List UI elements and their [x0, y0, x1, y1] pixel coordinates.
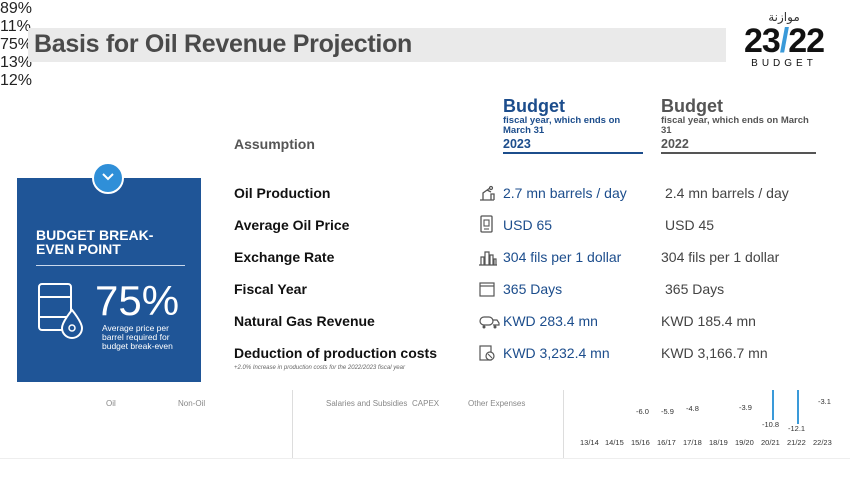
divider	[563, 390, 564, 458]
chart-value-label: -3.9	[739, 403, 752, 412]
column-subheading: fiscal year, which ends on March 31	[661, 115, 809, 136]
row-label-deduction-production-costs: Deduction of production costs	[234, 345, 437, 361]
strip-percent-oil: 89%	[0, 0, 33, 17]
chart-value-label: -10.8	[762, 420, 780, 429]
buildings-icon	[478, 248, 497, 266]
value-2023-oil-production: 2.7 mn barrels / day	[503, 185, 627, 201]
divider	[292, 390, 293, 458]
chart-year-label: 22/23	[813, 438, 832, 447]
footnote: +2.0% Increase in production costs for t…	[234, 365, 405, 371]
logo-arabic-text: موازنة	[768, 10, 800, 24]
breakeven-box	[17, 178, 201, 382]
value-2023-fiscal-year: 365 Days	[503, 281, 563, 297]
column-year: 2023	[503, 137, 643, 154]
column-subheading: fiscal year, which ends on March 31	[503, 115, 621, 136]
assumption-header: Assumption	[234, 136, 315, 152]
value-2023-natural-gas-revenue: KWD 283.4 mn	[503, 313, 598, 329]
value-2023-average-oil-price: USD 65	[503, 217, 553, 233]
strip-label-salaries: Salaries and Subsidies	[326, 399, 408, 408]
chevron-down-icon[interactable]	[92, 162, 124, 194]
strip-label-other-expenses: Other Expenses	[468, 399, 526, 408]
row-label-fiscal-year: Fiscal Year	[234, 281, 307, 297]
row-label-average-oil-price: Average Oil Price	[234, 217, 350, 233]
strip-label-capex: CAPEX	[412, 399, 440, 408]
chart-year-label: 18/19	[709, 438, 728, 447]
strip-percent-salaries: 75%	[0, 36, 33, 53]
chart-year-label: 14/15	[605, 438, 624, 447]
bottom-strip	[0, 384, 850, 482]
value-2023-deduction-production-costs: KWD 3,232.4 mn	[503, 345, 610, 361]
value-2022-oil-production: 2.4 mn barrels / day	[665, 185, 789, 201]
divider	[36, 265, 185, 266]
breakeven-title: BUDGET BREAK-EVEN POINT	[36, 227, 154, 257]
calendar-icon	[478, 280, 496, 298]
strip-label-oil: Oil	[106, 399, 116, 408]
chart-year-label: 17/18	[683, 438, 702, 447]
chart-year-label: 21/22	[787, 438, 806, 447]
row-label-natural-gas-revenue: Natural Gas Revenue	[234, 313, 375, 329]
column-heading: Budget	[503, 96, 565, 116]
column-year: 2022	[661, 137, 816, 154]
chart-year-label: 15/16	[631, 438, 650, 447]
column-header-2023: Budget fiscal year, which ends on March …	[503, 96, 643, 154]
logo-year: 23/22	[743, 22, 825, 60]
value-2022-deduction-production-costs: KWD 3,166.7 mn	[661, 345, 768, 361]
value-2023-exchange-rate: 304 fils per 1 dollar	[503, 249, 622, 265]
value-2022-average-oil-price: USD 45	[665, 217, 715, 233]
page-title: Basis for Oil Revenue Projection	[34, 30, 413, 58]
strip-percent-capex: 13%	[0, 54, 33, 71]
chart-year-label: 13/14	[580, 438, 599, 447]
row-label-oil-production: Oil Production	[234, 185, 331, 201]
chart-value-label: -12.1	[788, 424, 806, 433]
oil-barrel-icon	[36, 280, 88, 345]
column-heading: Budget	[661, 96, 723, 116]
oil-pump-icon	[478, 184, 496, 202]
cost-document-icon	[478, 344, 496, 362]
strip-percent-other-expenses: 12%	[0, 72, 33, 89]
breakeven-description: Average price per barrel required for bu…	[102, 323, 173, 351]
strip-percent-non-oil: 11%	[0, 18, 31, 35]
chart-value-label: -4.8	[686, 404, 699, 413]
budget-logo: موازنة 23/22 BUDGET	[740, 10, 828, 76]
breakeven-percent: 75%	[95, 277, 180, 324]
chart-bar	[797, 390, 799, 424]
price-tag-icon	[478, 214, 496, 233]
value-2022-exchange-rate: 304 fils per 1 dollar	[661, 249, 780, 265]
gas-tanker-icon	[478, 312, 500, 330]
value-2022-fiscal-year: 365 Days	[665, 281, 725, 297]
column-header-2022: Budget fiscal year, which ends on March …	[661, 96, 816, 154]
chart-year-label: 16/17	[657, 438, 676, 447]
logo-word: BUDGET	[751, 58, 817, 69]
chart-bar	[772, 390, 774, 420]
divider	[0, 458, 850, 459]
chart-value-label: -6.0	[636, 407, 649, 416]
chart-year-label: 20/21	[761, 438, 780, 447]
strip-label-non-oil: Non-Oil	[178, 399, 206, 408]
chart-year-label: 19/20	[735, 438, 754, 447]
row-label-exchange-rate: Exchange Rate	[234, 249, 335, 265]
title-bar	[28, 28, 726, 62]
chart-value-label: -5.9	[661, 407, 674, 416]
chart-value-label: -3.1	[818, 397, 831, 406]
value-2022-natural-gas-revenue: KWD 185.4 mn	[661, 313, 756, 329]
